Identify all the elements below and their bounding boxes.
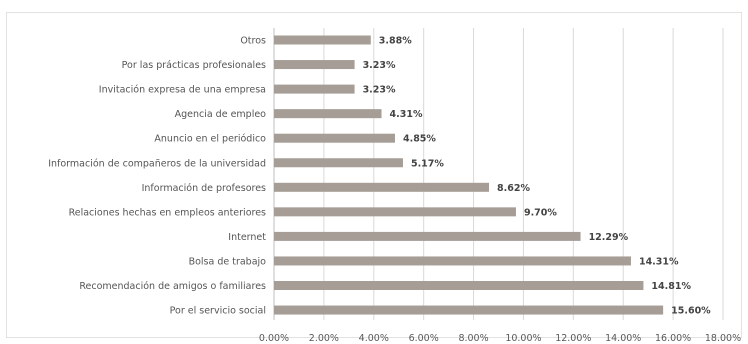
category-label: Recomendación de amigos o familiares: [79, 281, 266, 292]
value-label: 14.81%: [651, 281, 691, 292]
bar: [274, 60, 355, 70]
x-tick-label: 10.00%: [505, 333, 541, 344]
x-tick-label: 0.00%: [259, 333, 289, 344]
category-label: Bolsa de trabajo: [189, 256, 267, 267]
value-label: 4.85%: [403, 134, 436, 145]
x-tick-label: 2.00%: [309, 333, 339, 344]
x-tick-label: 8.00%: [458, 333, 488, 344]
category-label: Información de compañeros de la universi…: [48, 158, 266, 169]
category-label: Información de profesores: [142, 183, 266, 194]
x-tick-label: 18.00%: [705, 333, 741, 344]
value-label: 9.70%: [524, 207, 557, 218]
value-label: 3.23%: [363, 85, 396, 96]
category-label: Anuncio en el periódico: [154, 134, 266, 145]
value-label: 3.23%: [363, 60, 396, 71]
category-label: Invitación expresa de una empresa: [99, 85, 266, 96]
bar: [274, 133, 395, 143]
x-tick-label: 12.00%: [555, 333, 591, 344]
bar: [274, 256, 631, 266]
gridlines: [273, 28, 724, 320]
bars: [274, 35, 664, 315]
value-label: 5.17%: [411, 158, 444, 169]
category-label: Otros: [240, 36, 266, 47]
bar: [274, 158, 403, 168]
bar: [274, 231, 581, 241]
category-label: Por el servicio social: [170, 306, 266, 317]
bar: [274, 281, 644, 290]
labels: 0.00% 2.00% 4.00% 6.00% 8.00% 10.00% 12.00% 14.…: [48, 36, 741, 344]
category-label: Relaciones hechas en empleos anteriores: [69, 207, 266, 218]
x-tick-label: 14.00%: [605, 333, 641, 344]
value-label: 15.60%: [671, 306, 711, 317]
bar: [274, 305, 664, 315]
value-label: 8.62%: [497, 183, 530, 194]
bar: [274, 207, 516, 217]
bar: [274, 35, 371, 45]
x-tick-label: 6.00%: [409, 333, 439, 344]
category-label: Internet: [228, 232, 266, 243]
bar: [274, 109, 382, 119]
bar: [274, 182, 490, 192]
category-label: Por las prácticas profesionales: [122, 60, 266, 71]
value-label: 4.31%: [390, 109, 423, 120]
value-label: 12.29%: [589, 232, 629, 243]
x-tick-label: 4.00%: [359, 333, 389, 344]
category-label: Agencia de empleo: [175, 109, 267, 120]
x-tick-label: 16.00%: [655, 333, 691, 344]
value-label: 14.31%: [639, 256, 679, 267]
value-label: 3.88%: [379, 36, 412, 47]
bar: [274, 84, 355, 94]
